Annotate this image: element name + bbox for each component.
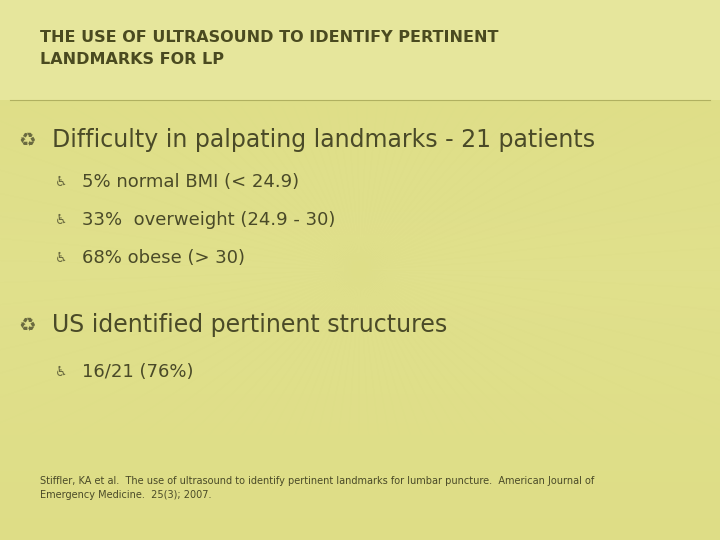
Text: ♿: ♿ [55, 365, 68, 379]
Text: 5% normal BMI (< 24.9): 5% normal BMI (< 24.9) [82, 173, 299, 191]
Text: ♿: ♿ [55, 213, 68, 227]
Text: ♻: ♻ [18, 131, 35, 150]
Text: Difficulty in palpating landmarks - 21 patients: Difficulty in palpating landmarks - 21 p… [52, 128, 595, 152]
Text: Stiffler, KA et al.  The use of ultrasound to identify pertinent landmarks for l: Stiffler, KA et al. The use of ultrasoun… [40, 476, 594, 500]
Text: THE USE OF ULTRASOUND TO IDENTIFY PERTINENT: THE USE OF ULTRASOUND TO IDENTIFY PERTIN… [40, 30, 498, 45]
Text: ♿: ♿ [55, 251, 68, 265]
Text: 33%  overweight (24.9 - 30): 33% overweight (24.9 - 30) [82, 211, 336, 229]
Text: 16/21 (76%): 16/21 (76%) [82, 363, 194, 381]
Text: US identified pertinent structures: US identified pertinent structures [52, 313, 447, 337]
Text: LANDMARKS FOR LP: LANDMARKS FOR LP [40, 52, 224, 67]
Text: 68% obese (> 30): 68% obese (> 30) [82, 249, 245, 267]
Text: ♿: ♿ [55, 175, 68, 189]
FancyBboxPatch shape [0, 0, 720, 100]
Text: ♻: ♻ [18, 315, 35, 334]
